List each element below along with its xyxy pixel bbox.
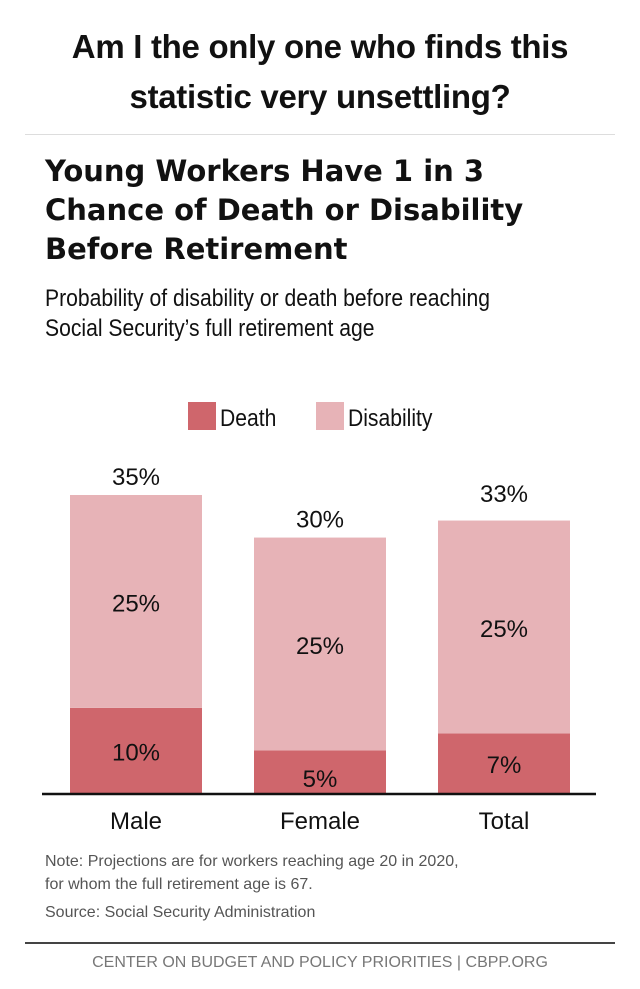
data-label: 25% [296, 633, 344, 660]
bar-death-male [70, 707, 202, 793]
category-label: Female [280, 808, 360, 835]
data-label: 25% [480, 616, 528, 643]
chart-subtitle: Probability of disability or death befor… [45, 284, 626, 344]
post-title-line: Am I the only one who finds this [71, 28, 569, 65]
chart-subtitle-line: Probability of disability or death befor… [45, 285, 490, 312]
bar-disability-female [254, 537, 386, 751]
chart-title-line: Young Workers Have 1 in 3 [45, 154, 485, 188]
total-label: 35% [112, 464, 160, 491]
chart-title: Young Workers Have 1 in 3 Chance of Deat… [45, 152, 605, 269]
chart-title-line: Chance of Death or Disability [45, 193, 524, 227]
bar-disability-total [438, 520, 570, 734]
category-label: Male [110, 808, 162, 835]
chart-title-line: Before Retirement [45, 232, 348, 266]
post-title: Am I the only one who finds this statist… [0, 22, 640, 122]
footer-credit: CENTER ON BUDGET AND POLICY PRIORITIES |… [92, 954, 548, 971]
data-label: 25% [112, 590, 160, 617]
bar-disability-male [70, 495, 202, 708]
divider [25, 134, 615, 135]
footer-rule [25, 942, 615, 944]
total-label: 30% [296, 507, 344, 534]
data-label: 7% [487, 752, 522, 779]
chart-note: Note: Projections are for workers reachi… [45, 850, 459, 896]
note-line: for whom the full retirement age is 67. [45, 876, 313, 893]
legend-label-death: Death [220, 405, 276, 432]
chart-subtitle-line: Social Security’s full retirement age [45, 315, 375, 342]
data-label: 5% [303, 766, 338, 793]
legend-swatch-disability [316, 402, 344, 430]
category-label: Total [479, 808, 530, 835]
legend-swatch-death [188, 402, 216, 430]
bar-death-female [254, 750, 386, 793]
total-label: 33% [480, 481, 528, 508]
chart-source: Source: Social Security Administration [45, 904, 316, 921]
data-label: 10% [112, 739, 160, 766]
post-title-line: statistic very unsettling? [129, 78, 511, 115]
note-line: Note: Projections are for workers reachi… [45, 853, 459, 870]
bar-death-total [438, 733, 570, 793]
legend-label-disability: Disability [348, 405, 433, 432]
